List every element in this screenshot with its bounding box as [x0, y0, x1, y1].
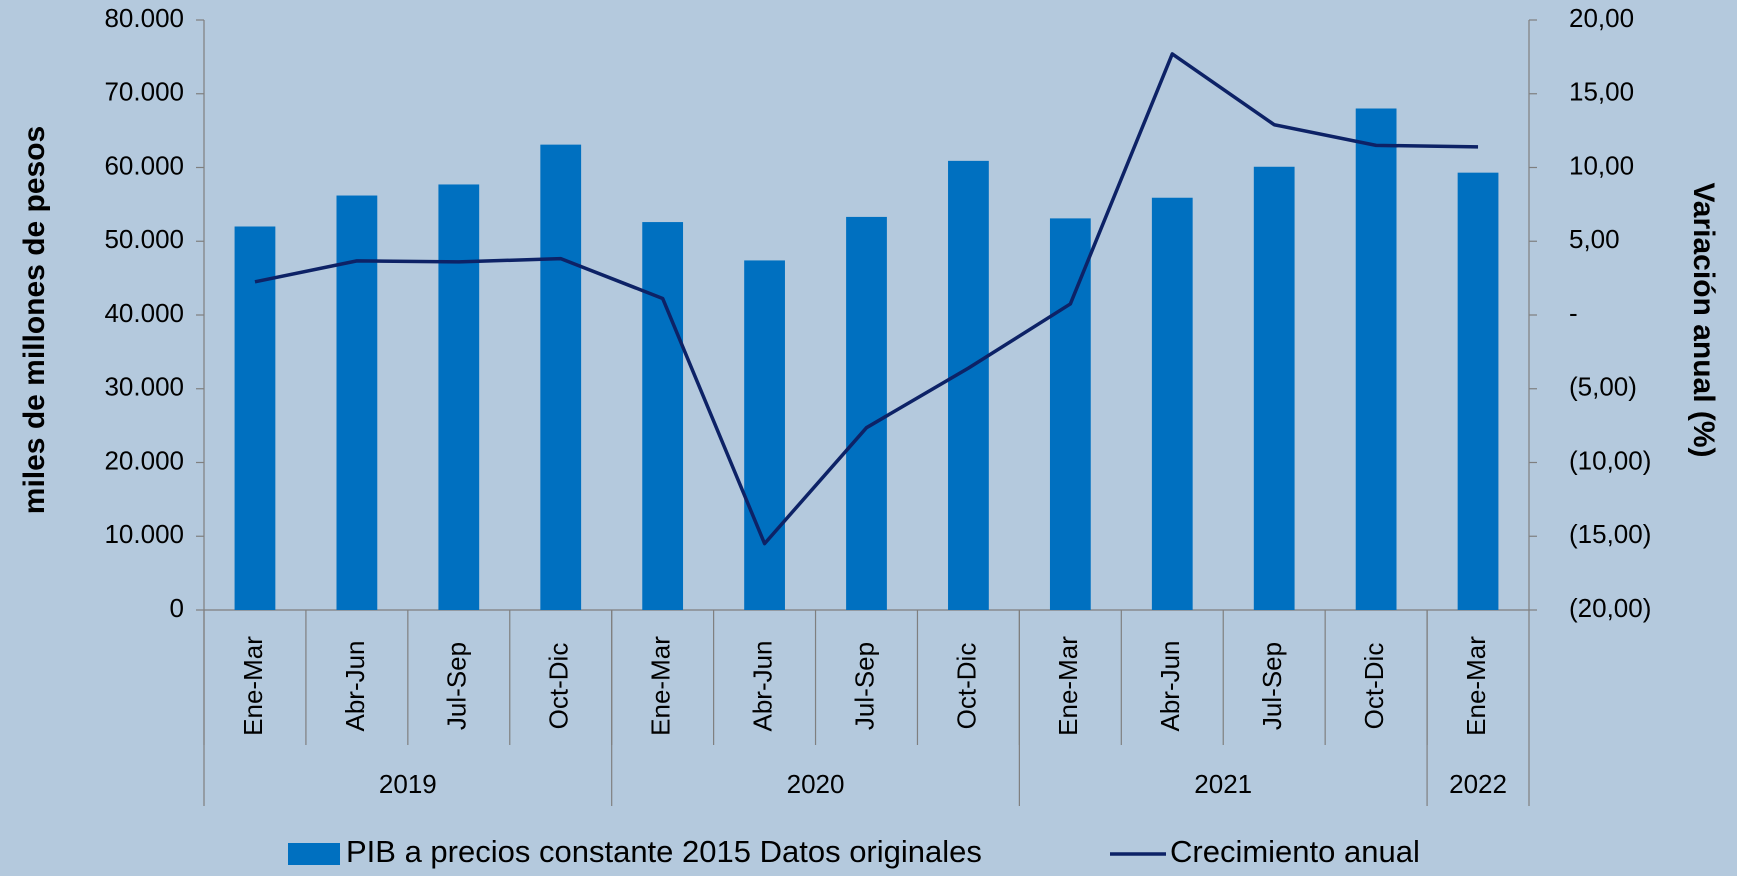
x-tick-label: Ene-Mar — [1053, 636, 1083, 736]
y2-axis-title: Variación anual (%) — [1687, 182, 1720, 457]
y-tick-label: 10.000 — [104, 519, 184, 549]
bar — [540, 144, 582, 610]
x-tick-label: Ene-Mar — [1461, 636, 1491, 736]
group-label: 2019 — [379, 769, 437, 799]
y2-tick-label: 5,00 — [1569, 224, 1620, 254]
y-tick-label: 40.000 — [104, 298, 184, 328]
y2-tick-label: 20,00 — [1569, 3, 1634, 33]
bar — [846, 216, 887, 610]
y-tick-label: 80.000 — [104, 3, 184, 33]
group-label: 2020 — [787, 769, 845, 799]
x-tick-label: Jul-Sep — [442, 642, 472, 730]
y2-tick-label: (15,00) — [1569, 519, 1651, 549]
bar — [1151, 197, 1193, 611]
x-tick-label: Abr-Jun — [1155, 640, 1185, 731]
y2-tick-label: - — [1569, 298, 1578, 328]
y2-tick-label: (10,00) — [1569, 445, 1651, 475]
x-tick-label: Oct-Dic — [544, 643, 574, 730]
y-tick-label: 30.000 — [104, 372, 184, 402]
x-tick-label: Oct-Dic — [951, 643, 981, 730]
x-tick-label: Jul-Sep — [1257, 642, 1287, 730]
y2-tick-label: (20,00) — [1569, 593, 1651, 623]
legend-label: PIB a precios constante 2015 Datos origi… — [346, 834, 982, 869]
y-tick-label: 0 — [170, 593, 184, 623]
y-tick-label: 70.000 — [104, 77, 184, 107]
x-tick-label: Abr-Jun — [747, 640, 777, 731]
bar — [438, 184, 480, 610]
x-tick-label: Ene-Mar — [646, 636, 676, 736]
x-tick-label: Ene-Mar — [238, 636, 268, 736]
y-axis-title: miles de millones de pesos — [18, 126, 51, 514]
group-label: 2022 — [1449, 769, 1507, 799]
bar — [744, 260, 785, 610]
bar — [642, 222, 684, 610]
bar — [1355, 108, 1397, 610]
legend-label: Crecimiento anual — [1170, 834, 1420, 869]
y2-tick-label: (5,00) — [1569, 372, 1637, 402]
bar — [234, 226, 276, 610]
y-tick-label: 50.000 — [104, 224, 184, 254]
x-tick-label: Abr-Jun — [340, 640, 370, 731]
y-tick-label: 20.000 — [104, 445, 184, 475]
bar — [336, 195, 378, 610]
x-tick-label: Oct-Dic — [1359, 643, 1389, 730]
line — [254, 52, 1479, 546]
y2-tick-label: 15,00 — [1569, 77, 1634, 107]
bar — [1049, 218, 1091, 610]
y-tick-label: 60.000 — [104, 150, 184, 180]
bar — [1253, 166, 1295, 610]
bar — [948, 160, 989, 611]
legend-swatch — [288, 843, 340, 865]
group-label: 2021 — [1194, 769, 1252, 799]
bar — [1457, 172, 1499, 610]
x-tick-label: Jul-Sep — [849, 642, 879, 730]
y2-tick-label: 10,00 — [1569, 150, 1634, 180]
